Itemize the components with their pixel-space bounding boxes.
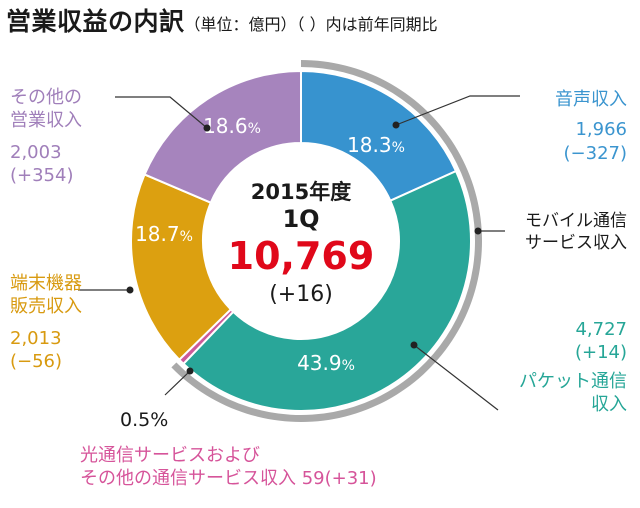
label-other-name2: 営業収入 — [10, 110, 82, 132]
center-change: (+16) — [269, 282, 333, 307]
leader-voice-dot — [392, 121, 400, 129]
leader-other — [115, 96, 208, 129]
center-total: 10,769 — [227, 234, 375, 278]
label-packet-change: (+14) — [574, 342, 627, 364]
label-device-name1: 端末機器 — [10, 273, 82, 294]
label-mobile: モバイル通信 サービス収入 — [500, 210, 627, 254]
label-device-name2: 販売収入 — [10, 296, 82, 318]
label-voice-value: 1,966 — [575, 119, 627, 141]
leader-other-dot — [203, 124, 211, 132]
center-period: 2015年度 — [250, 180, 352, 204]
label-fiber-line1: 光通信サービスおよび — [80, 445, 260, 466]
pie-slice — [182, 169, 472, 412]
leader-fiber — [164, 370, 191, 396]
outer-group-band — [171, 60, 482, 422]
center-quarter: 1Q — [282, 205, 320, 233]
chart-title: 営業収益の内訳 — [6, 7, 185, 36]
leader-packet-dot — [410, 341, 418, 349]
label-other-change: (+354) — [10, 165, 74, 187]
label-mobile-line2: サービス収入 — [525, 233, 627, 254]
leader-fiber-dot — [186, 367, 194, 375]
label-mobile-line1: モバイル通信 — [525, 211, 627, 231]
leader-mobile-dot — [474, 227, 482, 235]
leader-voice — [395, 95, 520, 126]
slice-percent-label: 18.3% — [347, 133, 405, 157]
label-fiber: 光通信サービスおよび その他の通信サービス収入 59(+31) — [80, 444, 377, 491]
label-other-value: 2,003 — [10, 141, 62, 163]
slice-percent-label: 43.9% — [297, 351, 355, 375]
label-fiber-line2: その他の通信サービス収入 59(+31) — [80, 468, 377, 490]
label-device: 端末機器 販売収入 2,013 (−56) — [10, 272, 82, 374]
label-voice-name: 音声収入 — [555, 89, 627, 110]
chart-subtitle: （単位：億円）（ ）内は前年同期比 — [184, 15, 438, 34]
label-voice: 音声収入 1,966 (−327) — [509, 88, 627, 165]
label-device-change: (−56) — [10, 351, 63, 373]
label-packet: 4,727 (+14) パケット通信 収入 — [509, 318, 627, 417]
chart-title-block: 営業収益の内訳（単位：億円）（ ）内は前年同期比 — [6, 2, 438, 38]
label-packet-value: 4,727 — [575, 319, 627, 340]
label-other: その他の 営業収入 2,003 (+354) — [10, 86, 82, 188]
pie-slice — [143, 69, 302, 204]
label-packet-name2: 収入 — [591, 394, 627, 416]
leader-packet — [413, 344, 499, 411]
slice-percent-label: 18.7% — [135, 222, 193, 246]
label-device-value: 2,013 — [10, 327, 62, 349]
pie-slice — [130, 173, 233, 362]
label-voice-change: (−327) — [563, 142, 627, 164]
label-fiber-pct: 0.5% — [120, 409, 169, 431]
label-packet-name1: パケット通信 — [519, 370, 627, 392]
leader-device-dot — [126, 286, 134, 294]
label-other-name1: その他の — [10, 87, 82, 108]
slice-percent-label: 18.6% — [203, 114, 261, 138]
